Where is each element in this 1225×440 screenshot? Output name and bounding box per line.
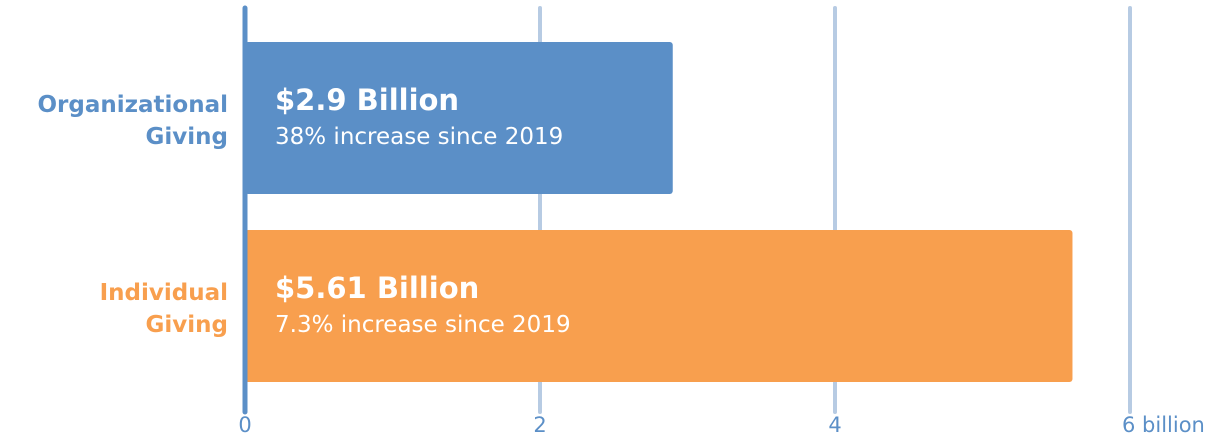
bar-organizational	[245, 42, 673, 194]
bar-annotation: 38% increase since 2019	[275, 124, 563, 150]
x-tick-label: 0	[238, 413, 251, 437]
x-tick-label: 6 billion	[1122, 413, 1205, 437]
category-label-line: Individual	[100, 280, 228, 306]
category-labels: Organizational Giving Individual Giving	[37, 92, 228, 338]
x-tick-label: 4	[828, 413, 841, 437]
x-tick-label: 2	[533, 413, 546, 437]
category-label-line: Giving	[146, 124, 228, 150]
bar-value-label: $2.9 Billion	[275, 83, 459, 117]
category-label-line: Organizational	[37, 92, 228, 118]
bar-value-label: $5.61 Billion	[275, 271, 479, 305]
x-axis-tick-labels: 0 2 4 6 billion	[238, 413, 1205, 437]
bar-annotation: 7.3% increase since 2019	[275, 312, 571, 338]
bars: $2.9 Billion 38% increase since 2019 $5.61…	[245, 42, 1072, 382]
bar-individual	[245, 230, 1072, 382]
category-label-line: Giving	[146, 312, 228, 338]
